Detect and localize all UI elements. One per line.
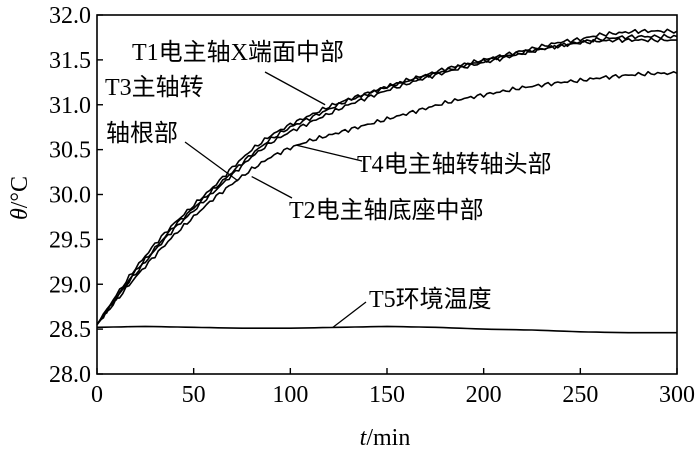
x-tick-label: 100 <box>272 382 308 408</box>
y-axis-var: θ <box>7 208 33 220</box>
leader-t3 <box>184 141 239 182</box>
annotation-t4: T4电主轴转轴头部 <box>357 151 552 178</box>
annotation-t3-line1: T3主轴转 <box>105 74 204 101</box>
series-line-t2 <box>96 33 678 326</box>
series-line-t5 <box>96 325 677 334</box>
y-tick-label: 32.0 <box>49 3 91 29</box>
x-axis-unit: /min <box>366 425 410 451</box>
x-tick-label: 0 <box>91 382 103 408</box>
plot-border <box>96 14 678 375</box>
y-tick-label: 31.0 <box>49 93 91 119</box>
leader-t4 <box>295 144 363 162</box>
series-layer <box>96 28 678 334</box>
x-tick-label: 200 <box>466 382 502 408</box>
leader-t1 <box>264 71 326 106</box>
annotation-t1: T1电主轴X端面中部 <box>132 39 344 66</box>
leader-t2 <box>251 175 293 199</box>
x-axis-var: t <box>360 425 368 451</box>
annotation-leaders <box>184 71 367 328</box>
y-tick-label: 29.5 <box>49 227 91 253</box>
series-line-t4 <box>96 70 678 326</box>
y-tick-label: 30.5 <box>49 138 91 164</box>
series-line-t3 <box>96 37 678 326</box>
annotation-t2: T2电主轴底座中部 <box>289 197 484 224</box>
x-tick-label: 150 <box>369 382 405 408</box>
y-tick-label: 30.0 <box>49 183 91 209</box>
plot-frame <box>96 14 678 375</box>
leader-t5 <box>332 301 367 328</box>
x-tick-label: 300 <box>659 382 695 408</box>
axis-ticks: 0 50 100 150 200 250 300 28.0 28.5 29.0 29.5 30.0 30… <box>49 3 695 408</box>
y-tick-label: 28.5 <box>49 317 91 343</box>
y-axis-title: θ/°C <box>7 176 33 220</box>
y-tick-label: 31.5 <box>49 48 91 74</box>
y-axis-unit: /°C <box>7 176 33 208</box>
y-tick-label: 29.0 <box>49 272 91 298</box>
y-tick-label: 28.0 <box>49 362 91 388</box>
annotation-t5: T5环境温度 <box>369 286 492 313</box>
annotation-t3-line2: 轴根部 <box>106 120 178 147</box>
x-axis-title: t/min <box>360 425 411 451</box>
x-tick-label: 50 <box>182 382 206 408</box>
x-tick-label: 250 <box>562 382 598 408</box>
